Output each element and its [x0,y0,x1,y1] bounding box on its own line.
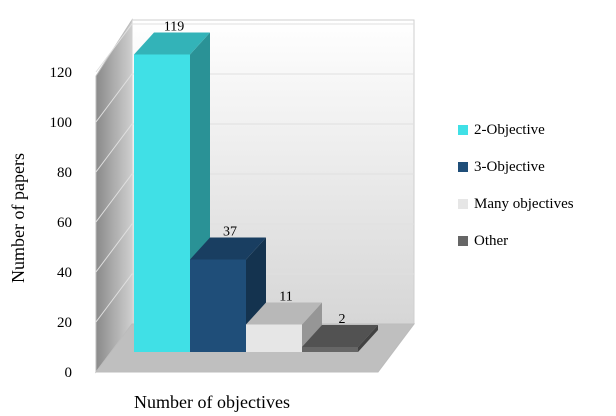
bar-many-objectives [246,302,322,352]
legend-item-many-objectives: Many objectives [458,192,616,216]
y-axis-title: Number of papers [8,153,28,283]
y-tick-label: 0 [65,365,73,381]
bars [134,32,378,352]
gridline [95,123,414,173]
bar-top [302,325,378,347]
y-tick-labels: 0 20 40 60 80 100 120 [50,65,73,381]
bar-other [302,325,378,352]
bar-top [134,32,210,55]
gridlines [95,23,414,323]
bar-top [246,302,322,325]
bar-side [358,325,378,352]
bar-side [302,302,322,352]
bar-top [190,237,266,260]
legend-swatch [458,162,468,172]
bar-front [302,347,358,352]
data-label: 37 [223,225,237,240]
legend-label: Many objectives [474,195,574,212]
gridline [95,73,414,123]
gridline [95,273,414,323]
legend-item-3-objective: 3-Objective [458,155,616,179]
y-tick-label: 40 [57,265,72,281]
legend-label: 2-Objective [474,121,545,138]
legend-swatch [458,199,468,209]
legend-label: 3-Objective [474,158,545,175]
bar-front [246,324,302,352]
bar-front [190,259,246,352]
legend-item-2-objective: 2-Objective [458,118,616,142]
gridline [95,223,414,273]
legend-swatch [458,236,468,246]
y-tick-label: 80 [57,165,72,181]
y-tick-label: 100 [50,115,73,131]
legend: 2-Objective 3-Objective Many objectives … [458,118,616,266]
y-tick-label: 120 [50,65,73,81]
legend-item-other: Other [458,229,616,253]
legend-swatch [458,125,468,135]
data-labels: 119 37 11 2 [164,20,346,328]
gridline [95,173,414,223]
data-label: 11 [279,290,292,305]
side-wall [95,18,133,374]
data-label: 119 [164,20,184,35]
x-axis-title: Number of objectives [134,392,290,412]
data-label: 2 [339,312,346,327]
y-tick-label: 20 [57,315,72,331]
y-tick-label: 60 [57,215,72,231]
legend-label: Other [474,232,509,249]
gridline [95,23,414,73]
bar-front [134,54,190,352]
